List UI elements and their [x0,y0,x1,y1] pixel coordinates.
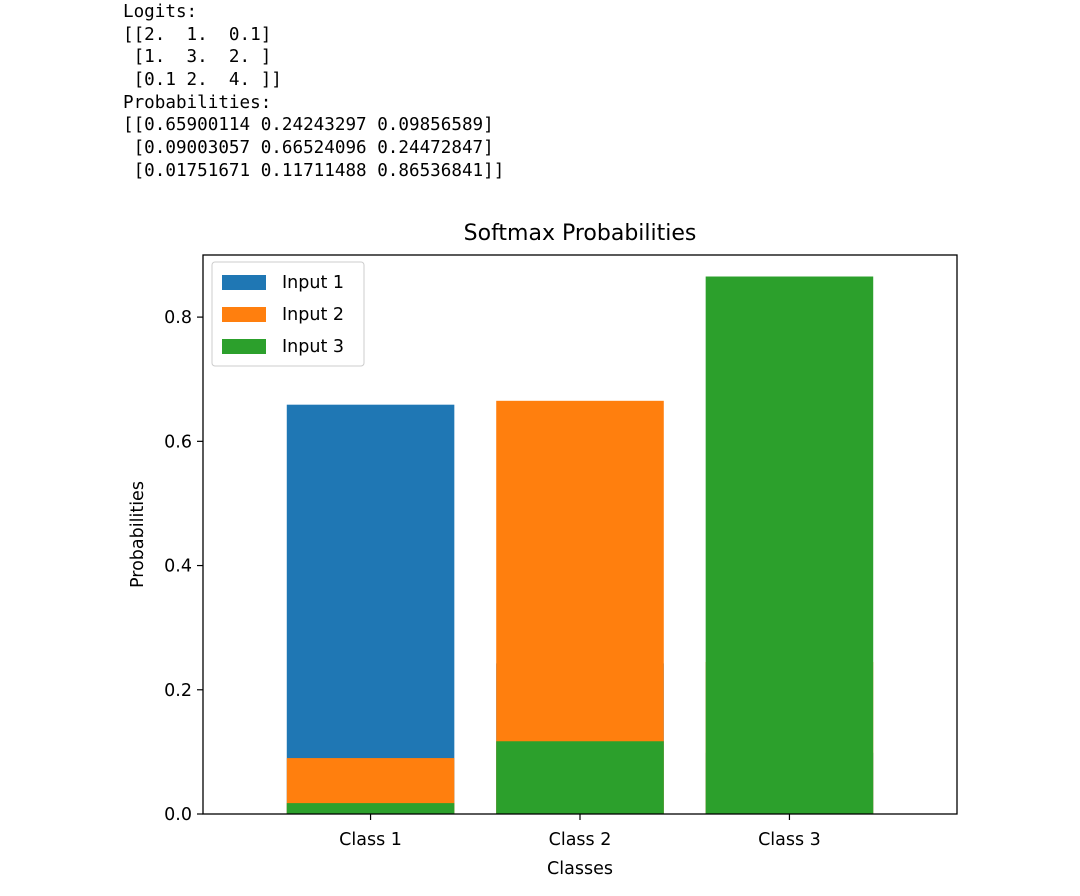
console-line: [[2. 1. 0.1] [123,24,272,45]
x-axis-label: Classes [547,859,613,879]
y-axis-label: Probabilities [128,481,148,588]
y-tick-label: 0.8 [164,308,192,328]
console-line: Logits: [123,2,198,22]
legend-label: Input 2 [282,305,344,325]
x-tick-label: Class 1 [339,830,402,850]
y-axis: 0.0 0.2 0.4 0.6 0.8 [164,308,203,825]
console-line: [0.01751671 0.11711488 0.86536841]] [123,160,505,181]
legend-label: Input 3 [282,337,344,357]
bar-input-3-class-1 [286,803,455,814]
bar-input-3-class-2 [496,741,664,814]
console-line: [0.1 2. 4. ]] [123,70,282,91]
console-output: Logits: [[2. 1. 0.1] [1. 3. 2. ] [0.1 2. … [123,1,504,183]
y-tick-label: 0.6 [164,432,192,452]
console-line: [1. 3. 2. ] [123,47,272,68]
legend-swatch [222,339,266,354]
legend-swatch [222,275,266,290]
bars-layer [286,276,874,814]
x-tick-label: Class 3 [758,830,821,850]
bar-input-1-class-1 [286,404,455,814]
y-tick-label: 0.2 [164,681,192,701]
x-axis: Class 1 Class 2 Class 3 [339,814,821,850]
bar-input-3-class-3 [705,276,874,814]
legend-label: Input 1 [282,273,344,293]
console-line: [0.09003057 0.66524096 0.24472847] [123,138,494,159]
legend: Input 1 Input 2 Input 3 [211,261,365,367]
chart-title: Softmax Probabilities [464,221,697,246]
console-line: [[0.65900114 0.24243297 0.09856589] [123,115,494,136]
console-line: Probabilities: [123,92,272,113]
y-tick-label: 0.0 [164,805,192,825]
y-tick-label: 0.4 [164,557,192,577]
legend-swatch [222,307,266,322]
x-tick-label: Class 2 [549,830,612,850]
